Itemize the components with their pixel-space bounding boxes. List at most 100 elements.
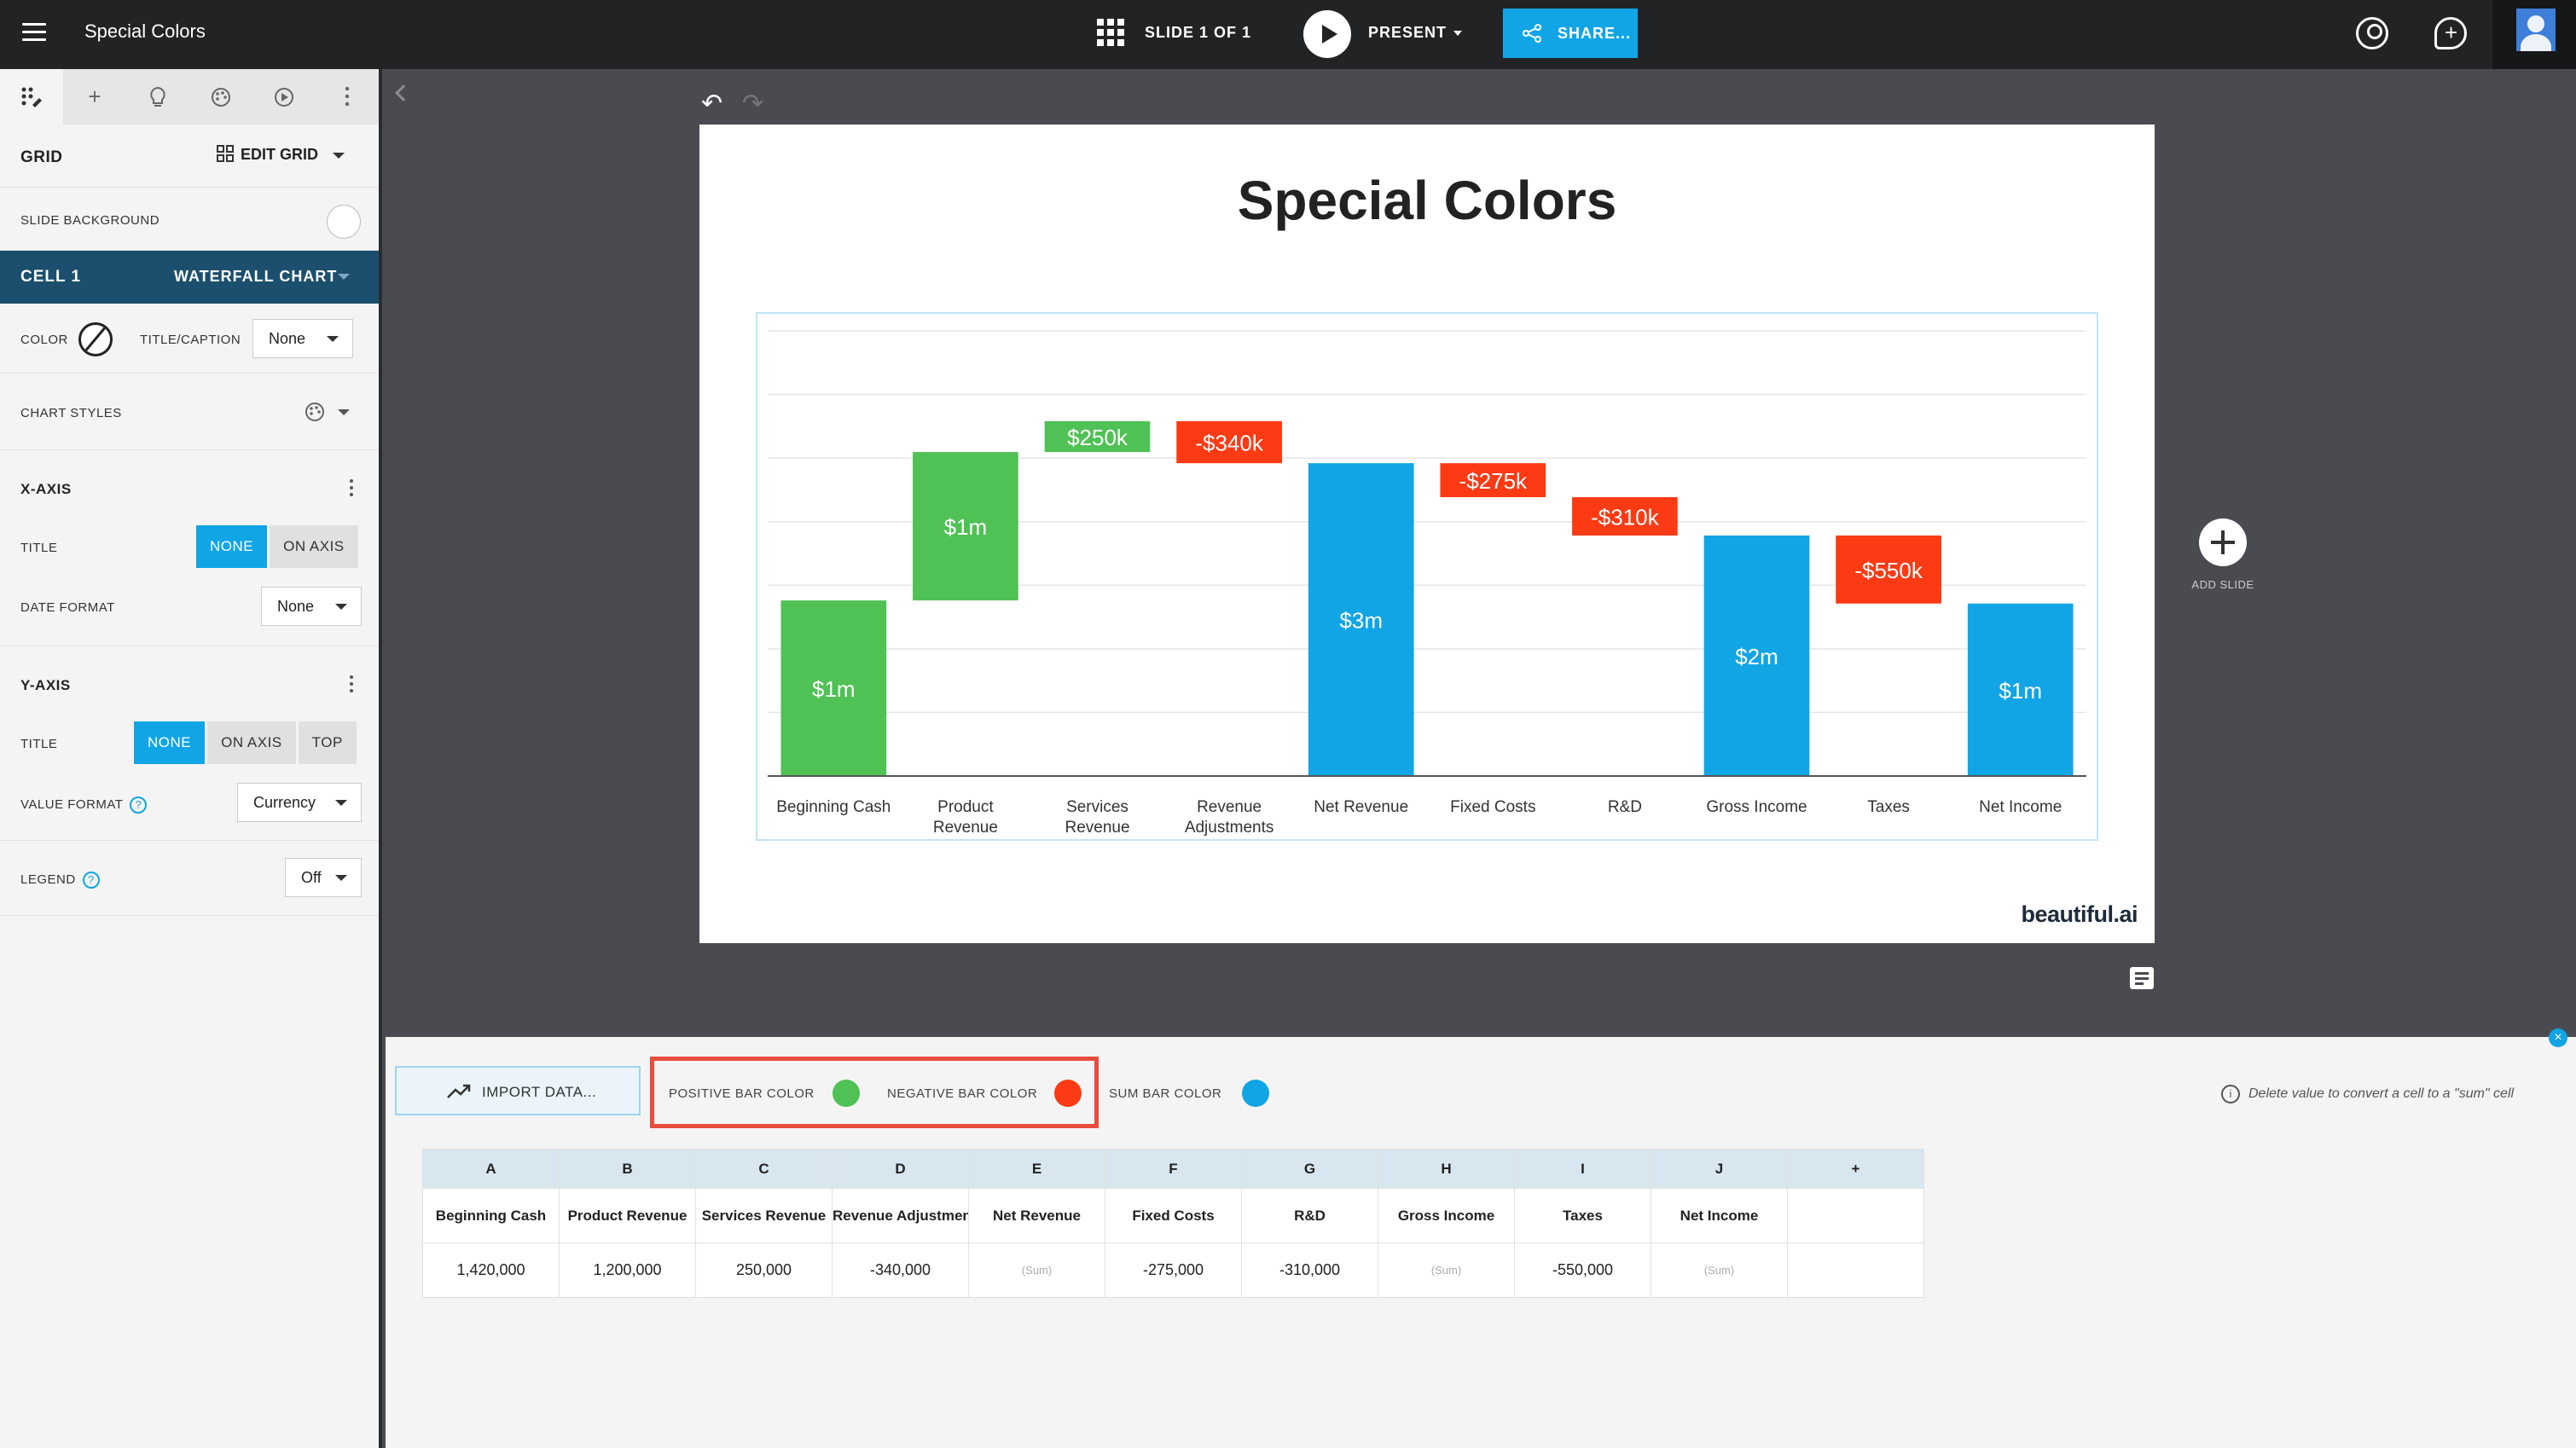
- waterfall-bar: [913, 452, 1018, 601]
- slide-grid-icon[interactable]: [1097, 19, 1124, 46]
- speaker-notes-icon[interactable]: [2130, 967, 2154, 989]
- slide-canvas[interactable]: Special Colors $1m Beginning Cash $1m Produ…: [699, 125, 2155, 943]
- import-data-label: IMPORT DATA...: [482, 1084, 597, 1100]
- title-caption-label: TITLE/CAPTION: [140, 333, 241, 347]
- y-axis-title-on-axis[interactable]: ON AXIS: [207, 721, 296, 764]
- more-options-icon[interactable]: [350, 479, 353, 496]
- value-cell[interactable]: -310,000: [1241, 1242, 1378, 1298]
- x-axis-title-toggle: NONE ON AXIS: [196, 525, 361, 568]
- account-icon[interactable]: [2356, 17, 2388, 49]
- legend-text: LEGEND: [20, 872, 76, 887]
- header-cell[interactable]: [1787, 1188, 1924, 1243]
- category-label: Net Income: [1979, 798, 2062, 816]
- redo-icon[interactable]: ↷: [742, 90, 764, 118]
- add-slide-button[interactable]: [2199, 518, 2247, 566]
- column-letter[interactable]: I: [1514, 1149, 1651, 1189]
- add-comment-icon[interactable]: [2434, 17, 2467, 49]
- edit-grid-button[interactable]: EDIT GRID: [217, 145, 345, 164]
- color-picker-icon[interactable]: [78, 322, 113, 356]
- header-cell[interactable]: Net Revenue: [968, 1188, 1105, 1243]
- column-letter[interactable]: D: [832, 1149, 969, 1189]
- slide-background-swatch[interactable]: [327, 205, 361, 239]
- column-letter[interactable]: C: [695, 1149, 833, 1189]
- cell-header[interactable]: CELL 1 WATERFALL CHART: [0, 251, 379, 304]
- header-cell[interactable]: Revenue Adjustment: [832, 1188, 969, 1243]
- layout-icon[interactable]: [0, 69, 63, 125]
- menu-icon[interactable]: [22, 23, 46, 42]
- play-circle-icon[interactable]: [252, 69, 316, 125]
- import-data-button[interactable]: IMPORT DATA...: [395, 1066, 641, 1115]
- share-button[interactable]: SHARE...: [1503, 9, 1638, 58]
- sum-bar-color-swatch[interactable]: [1242, 1080, 1269, 1107]
- header-cell[interactable]: Taxes: [1514, 1188, 1651, 1243]
- column-letter[interactable]: H: [1378, 1149, 1515, 1189]
- value-cell[interactable]: 250,000: [695, 1242, 833, 1298]
- more-options-icon[interactable]: [316, 69, 379, 125]
- help-icon[interactable]: ?: [82, 872, 100, 889]
- present-button[interactable]: PRESENT: [1368, 24, 1463, 42]
- slide-title[interactable]: Special Colors: [1237, 170, 1617, 231]
- add-icon[interactable]: +: [88, 84, 102, 109]
- positive-bar-color-swatch[interactable]: [833, 1080, 860, 1107]
- x-axis-title-none[interactable]: NONE: [196, 525, 268, 568]
- column-letter[interactable]: J: [1651, 1149, 1788, 1189]
- y-axis-title-none[interactable]: NONE: [134, 721, 206, 764]
- category-label: Product: [937, 798, 994, 816]
- legend-dropdown[interactable]: Off: [285, 858, 362, 897]
- value-cell[interactable]: (Sum): [1651, 1242, 1788, 1298]
- value-cell[interactable]: -340,000: [832, 1242, 969, 1298]
- header-cell[interactable]: Net Income: [1651, 1188, 1788, 1243]
- waterfall-chart[interactable]: $1m Beginning Cash $1m Product Revenue $250k S…: [757, 314, 2097, 839]
- header-cell[interactable]: Product Revenue: [559, 1188, 696, 1243]
- column-letter[interactable]: G: [1241, 1149, 1378, 1189]
- undo-icon[interactable]: ↶: [701, 90, 723, 118]
- header-cell[interactable]: Fixed Costs: [1105, 1188, 1242, 1243]
- negative-bar-color-swatch[interactable]: [1054, 1080, 1082, 1107]
- value-cell[interactable]: 1,420,000: [422, 1242, 560, 1298]
- category-label: Revenue: [1197, 798, 1262, 816]
- slide-background-label: SLIDE BACKGROUND: [20, 213, 160, 228]
- waterfall-bar: [1176, 420, 1282, 464]
- category-label: Beginning Cash: [776, 798, 891, 816]
- cell-type-label: WATERFALL CHART: [174, 268, 338, 285]
- y-axis-title-top[interactable]: TOP: [298, 721, 357, 764]
- slide-counter[interactable]: SLIDE 1 OF 1: [1145, 24, 1252, 41]
- cell-label: CELL 1: [20, 268, 82, 286]
- column-letter[interactable]: F: [1105, 1149, 1242, 1189]
- header-cell[interactable]: Beginning Cash: [422, 1188, 560, 1243]
- avatar[interactable]: [2492, 0, 2576, 69]
- chart-frame[interactable]: $1m Beginning Cash $1m Product Revenue $250k S…: [756, 312, 2098, 841]
- palette-icon[interactable]: [189, 69, 252, 125]
- y-axis-header: Y-AXIS: [20, 677, 71, 693]
- lightbulb-icon[interactable]: [126, 69, 189, 125]
- x-axis-section: X-AXIS TITLE NONE ON AXIS DATE FORMAT No…: [0, 450, 379, 646]
- palette-icon: [305, 403, 324, 421]
- document-title[interactable]: Special Colors: [84, 20, 206, 42]
- play-icon[interactable]: [1303, 10, 1351, 58]
- date-format-dropdown[interactable]: None: [261, 587, 362, 626]
- value-format-dropdown[interactable]: Currency: [237, 783, 362, 822]
- help-icon[interactable]: ?: [130, 796, 148, 814]
- collapse-panel-icon[interactable]: [395, 84, 412, 101]
- column-letter[interactable]: A: [422, 1149, 560, 1189]
- column-letter[interactable]: B: [559, 1149, 696, 1189]
- add-column-button[interactable]: +: [1787, 1149, 1924, 1189]
- value-cell[interactable]: (Sum): [968, 1242, 1105, 1298]
- x-axis-title-on-axis[interactable]: ON AXIS: [270, 525, 358, 568]
- chart-styles-button[interactable]: [304, 401, 350, 427]
- value-cell[interactable]: 1,200,000: [559, 1242, 696, 1298]
- y-axis-title-label: TITLE: [20, 737, 58, 751]
- title-caption-dropdown[interactable]: None: [252, 319, 353, 358]
- header-cell[interactable]: Gross Income: [1378, 1188, 1515, 1243]
- header-cell[interactable]: Services Revenue: [695, 1188, 833, 1243]
- value-cell[interactable]: -275,000: [1105, 1242, 1242, 1298]
- column-letter[interactable]: E: [968, 1149, 1105, 1189]
- chevron-down-icon[interactable]: [338, 274, 350, 280]
- more-options-icon[interactable]: [350, 675, 353, 692]
- value-cell[interactable]: [1787, 1242, 1924, 1298]
- close-icon[interactable]: ×: [2549, 1028, 2567, 1047]
- sum-cell-hint: i Delete value to convert a cell to a "su…: [2221, 1085, 2514, 1103]
- value-cell[interactable]: -550,000: [1514, 1242, 1651, 1298]
- value-cell[interactable]: (Sum): [1378, 1242, 1515, 1298]
- header-cell[interactable]: R&D: [1241, 1188, 1378, 1243]
